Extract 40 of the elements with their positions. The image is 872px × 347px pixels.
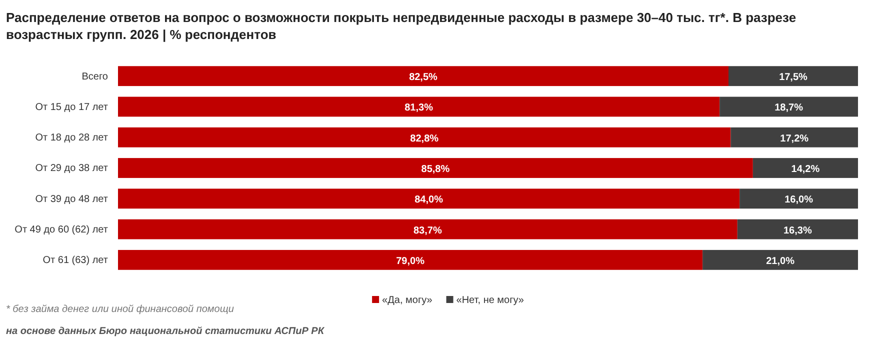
data-label: 17,2%	[780, 133, 809, 144]
chart-title: Распределение ответов на вопрос о возможности покрыть непредвиденные расходы в размере 30–40 тыс. тг*. В разрезе возрастных групп. 2026 | % респондентов	[6, 10, 796, 42]
y-tick-label: От 29 до 38 лет	[35, 163, 108, 174]
data-label: 16,0%	[784, 194, 814, 206]
bar	[118, 96, 720, 117]
data-label: 14,2%	[791, 164, 820, 175]
y-tick-label: От 15 до 17 лет	[35, 102, 108, 113]
data-label: 18,7%	[774, 102, 804, 114]
bar	[730, 127, 858, 148]
data-label: 17,5%	[779, 72, 808, 84]
bar	[118, 250, 703, 270]
y-tick-label: От 61 (63) лет	[42, 255, 108, 266]
bar	[118, 219, 738, 240]
bar	[702, 250, 858, 270]
bar	[118, 127, 731, 148]
text: * без займа денег или иной финансовой помощи	[6, 304, 234, 315]
data-label: 84,0%	[414, 194, 444, 206]
data-label: 81,3%	[404, 102, 434, 114]
bar	[118, 188, 740, 209]
text: на основе данных Бюро национальной статистики АСПиР РК	[6, 326, 325, 337]
bar	[737, 219, 858, 240]
legend-label: «Да, могу»	[382, 295, 433, 306]
y-tick-label: Всего	[82, 71, 108, 82]
y-tick-label: От 49 до 60 (62) лет	[14, 224, 108, 236]
bar	[728, 66, 858, 86]
data-label: 83,7%	[414, 225, 442, 236]
data-label: 79,0%	[396, 256, 425, 267]
data-label: 82,8%	[410, 133, 439, 144]
bar	[752, 158, 858, 178]
y-tick-label: От 39 до 48 лет	[35, 194, 108, 205]
bar	[118, 66, 728, 86]
data-label: 82,5%	[409, 72, 438, 84]
bar	[118, 158, 753, 178]
data-label: 21,0%	[766, 256, 795, 267]
y-tick-label: От 18 до 28 лет	[35, 132, 108, 144]
data-label: 16,3%	[784, 225, 812, 236]
bar	[720, 96, 858, 117]
legend-label: «Нет, не могу»	[456, 295, 524, 306]
data-label: 85,8%	[421, 164, 450, 175]
bar	[740, 188, 858, 209]
